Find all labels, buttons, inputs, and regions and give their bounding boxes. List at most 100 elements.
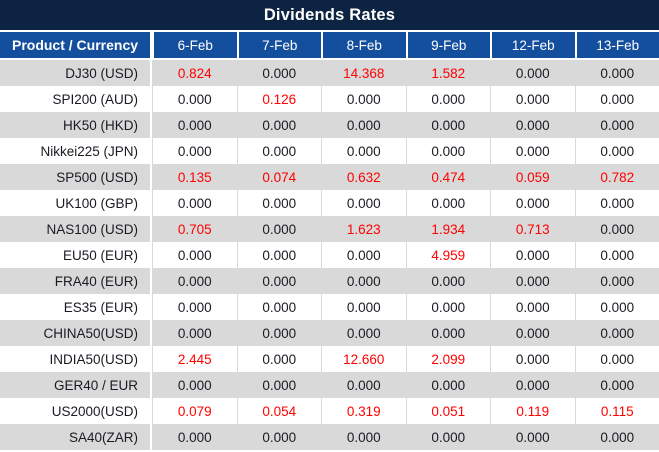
dividend-value-cell: 0.000 (236, 242, 322, 268)
dividend-value-cell: 0.000 (490, 242, 575, 268)
dividend-value-cell: 0.000 (152, 294, 237, 320)
date-column-header: 8-Feb (321, 32, 406, 58)
table-header-row: Product / Currency 6-Feb 7-Feb 8-Feb 9-Feb 1… (0, 32, 659, 60)
dividend-value-cell: 0.000 (490, 372, 575, 398)
dividend-value-cell: 0.000 (152, 268, 237, 294)
product-cell: CHINA50(USD) (0, 320, 152, 346)
dividend-value-cell: 0.051 (405, 398, 491, 424)
dividend-value-cell: 0.059 (490, 164, 575, 190)
dividend-value-cell: 0.000 (152, 424, 237, 450)
dividend-value-cell: 0.115 (574, 398, 659, 424)
dividend-value-cell: 0.000 (321, 320, 406, 346)
dividend-value-cell: 0.000 (574, 424, 659, 450)
dividend-value-cell: 0.000 (574, 372, 659, 398)
dividend-value-cell: 12.660 (321, 346, 406, 372)
dividend-value-cell: 0.000 (490, 112, 575, 138)
product-currency-column-header: Product / Currency (0, 32, 152, 58)
dividend-value-cell: 0.000 (236, 268, 322, 294)
dividend-value-cell: 0.000 (236, 190, 322, 216)
dividend-value-cell: 0.000 (405, 320, 491, 346)
dividend-value-cell: 0.000 (490, 320, 575, 346)
dividend-value-cell: 0.000 (321, 372, 406, 398)
dividend-value-cell: 0.000 (574, 86, 659, 112)
dividend-value-cell: 0.000 (574, 346, 659, 372)
dividend-value-cell: 0.713 (490, 216, 575, 242)
dividend-value-cell: 0.000 (405, 268, 491, 294)
dividend-value-cell: 0.000 (574, 190, 659, 216)
product-cell: INDIA50(USD) (0, 346, 152, 372)
dividend-value-cell: 1.582 (405, 60, 491, 86)
dividend-value-cell: 0.000 (405, 138, 491, 164)
product-cell: UK100 (GBP) (0, 190, 152, 216)
dividend-value-cell: 0.824 (152, 60, 237, 86)
dividend-value-cell: 0.000 (152, 112, 237, 138)
dividend-value-cell: 0.000 (405, 294, 491, 320)
dividend-value-cell: 0.632 (321, 164, 406, 190)
date-column-header: 7-Feb (236, 32, 322, 58)
product-cell: NAS100 (USD) (0, 216, 152, 242)
dividend-value-cell: 0.119 (490, 398, 575, 424)
dividend-value-cell: 0.074 (236, 164, 322, 190)
dividend-value-cell: 0.000 (574, 216, 659, 242)
table-body: DJ30 (USD) 0.824 0.000 14.368 1.582 0.000 0.00… (0, 60, 659, 450)
table-row: GER40 / EUR 0.000 0.000 0.000 0.000 0.000 0.00… (0, 372, 659, 398)
dividend-value-cell: 0.054 (236, 398, 322, 424)
dividend-value-cell: 0.000 (236, 60, 322, 86)
dividend-value-cell: 1.623 (321, 216, 406, 242)
dividend-value-cell: 0.000 (490, 190, 575, 216)
dividend-value-cell: 1.934 (405, 216, 491, 242)
dividend-value-cell: 0.000 (574, 242, 659, 268)
dividend-value-cell: 0.000 (490, 268, 575, 294)
dividend-value-cell: 0.000 (236, 372, 322, 398)
date-column-header: 12-Feb (490, 32, 575, 58)
table-row: Nikkei225 (JPN) 0.000 0.000 0.000 0.000 0.000… (0, 138, 659, 164)
product-cell: US2000(USD) (0, 398, 152, 424)
dividend-value-cell: 0.000 (321, 112, 406, 138)
date-column-header: 13-Feb (574, 32, 659, 58)
dividend-value-cell: 0.000 (236, 112, 322, 138)
product-cell: GER40 / EUR (0, 372, 152, 398)
dividend-value-cell: 0.000 (152, 138, 237, 164)
product-cell: Nikkei225 (JPN) (0, 138, 152, 164)
dividend-value-cell: 0.474 (405, 164, 491, 190)
dividend-value-cell: 0.126 (236, 86, 322, 112)
dividend-value-cell: 2.099 (405, 346, 491, 372)
dividend-value-cell: 0.000 (574, 112, 659, 138)
table-row: UK100 (GBP) 0.000 0.000 0.000 0.000 0.000 0.00… (0, 190, 659, 216)
product-cell: EU50 (EUR) (0, 242, 152, 268)
dividend-value-cell: 0.000 (321, 138, 406, 164)
dividend-value-cell: 0.000 (490, 294, 575, 320)
dividend-value-cell: 0.782 (574, 164, 659, 190)
dividend-value-cell: 0.000 (152, 242, 237, 268)
dividend-value-cell: 0.000 (321, 242, 406, 268)
product-cell: SP500 (USD) (0, 164, 152, 190)
dividend-value-cell: 0.000 (152, 372, 237, 398)
dividend-value-cell: 0.000 (321, 86, 406, 112)
product-cell: ES35 (EUR) (0, 294, 152, 320)
table-row: CHINA50(USD) 0.000 0.000 0.000 0.000 0.000 0.0… (0, 320, 659, 346)
dividend-value-cell: 0.000 (236, 138, 322, 164)
product-cell: DJ30 (USD) (0, 60, 152, 86)
dividend-value-cell: 2.445 (152, 346, 237, 372)
dividend-value-cell: 0.000 (490, 346, 575, 372)
dividend-value-cell: 0.000 (236, 294, 322, 320)
dividend-value-cell: 14.368 (321, 60, 406, 86)
page-title: Dividends Rates (263, 5, 396, 24)
dividend-value-cell: 0.000 (405, 190, 491, 216)
dividend-value-cell: 0.000 (574, 268, 659, 294)
dividend-value-cell: 0.000 (321, 424, 406, 450)
table-row: EU50 (EUR) 0.000 0.000 0.000 4.959 0.000 0.000 (0, 242, 659, 268)
dividend-value-cell: 0.000 (236, 346, 322, 372)
dividend-value-cell: 0.000 (321, 294, 406, 320)
dividend-value-cell: 0.000 (574, 320, 659, 346)
dividend-value-cell: 0.000 (490, 86, 575, 112)
table-row: INDIA50(USD) 2.445 0.000 12.660 2.099 0.000 0.… (0, 346, 659, 372)
dividend-value-cell: 0.079 (152, 398, 237, 424)
dividend-value-cell: 0.000 (405, 424, 491, 450)
dividend-value-cell: 0.000 (405, 86, 491, 112)
table-row: FRA40 (EUR) 0.000 0.000 0.000 0.000 0.000 0.00… (0, 268, 659, 294)
product-cell: HK50 (HKD) (0, 112, 152, 138)
dividend-value-cell: 4.959 (405, 242, 491, 268)
dividend-value-cell: 0.000 (574, 138, 659, 164)
